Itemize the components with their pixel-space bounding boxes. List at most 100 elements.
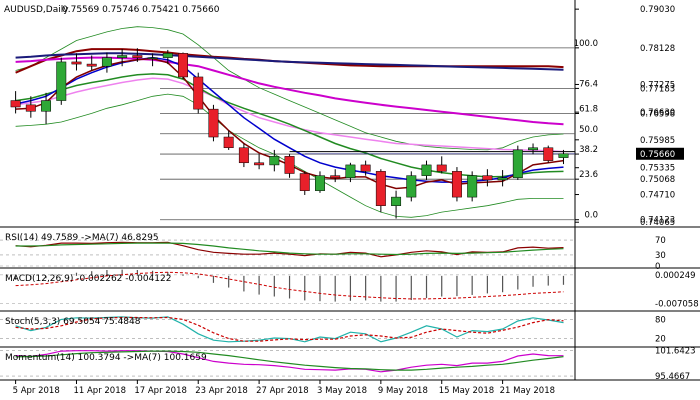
trend-lines	[289, 151, 575, 155]
candle-body	[162, 53, 173, 58]
date-label: 27 Apr 2018	[256, 386, 309, 396]
candle-body	[451, 171, 462, 198]
candle-body	[56, 61, 67, 101]
fib-label: 61.8	[579, 105, 598, 115]
indicator-axis-label: 80	[655, 315, 666, 325]
candle-body	[10, 100, 21, 108]
moving-average-line	[15, 77, 564, 153]
candlesticks	[10, 48, 569, 219]
candle-body	[482, 175, 493, 181]
macd-signal-line	[15, 271, 564, 300]
indicator-axis-label: 101.6423	[655, 346, 696, 356]
candle-body	[25, 104, 36, 112]
candle-body	[512, 149, 523, 179]
candle-body	[238, 147, 249, 164]
date-label: 9 May 2018	[378, 386, 428, 396]
price-tick-label: 0.75335	[640, 164, 675, 174]
candle-body	[208, 108, 219, 138]
fib-label: 23.6	[579, 170, 598, 180]
candle-body	[269, 156, 280, 166]
price-marker	[636, 147, 684, 160]
candle-body	[101, 57, 112, 67]
candle-body	[543, 147, 554, 161]
date-label: 17 Apr 2018	[134, 386, 187, 396]
indicator-label: Stoch(5,3,3) 69.5054 75.4848	[5, 317, 141, 327]
candle-body	[558, 153, 569, 158]
price-tick-label: 0.75068	[640, 175, 675, 185]
candle-body	[71, 61, 82, 65]
chart-title: AUDUSD,Daily	[4, 5, 69, 15]
indicator-axis-label: 70	[655, 236, 666, 246]
fib-label: 38.2	[579, 145, 598, 155]
price-tick-label: 0.79030	[640, 5, 675, 15]
candle-body	[421, 164, 432, 176]
fib-label: 50.0	[579, 125, 598, 135]
price-tick-label: 0.75985	[640, 136, 675, 146]
indicator-line	[15, 241, 564, 258]
indicator-axis-label: 0	[655, 262, 660, 272]
ohlc-readout: 0.75569 0.75746 0.75421 0.75660	[62, 5, 220, 15]
indicator-pane: 0.000249 -0.007058 MACD(12,26,9) -0.002262…	[0, 269, 699, 309]
candle-body	[193, 76, 204, 110]
indicator-axis-label: -0.007058	[655, 299, 699, 309]
candle-body	[86, 63, 97, 67]
candle-body	[497, 177, 508, 181]
indicator-pane: 70 300 RSI(14) 49.7589 ->MA(7) 46.8295	[0, 233, 666, 272]
indicator-axis-label: 20	[655, 335, 666, 345]
indicator-line	[15, 350, 564, 373]
price-tick-label: 0.74710	[640, 191, 675, 201]
date-label: 11 Apr 2018	[73, 386, 126, 396]
candle-body	[375, 171, 386, 206]
candle-body	[315, 175, 325, 191]
indicator-axis-label: 95.4667	[655, 372, 690, 382]
date-label: 21 May 2018	[500, 386, 555, 396]
indicator-axis-label: 0.000249	[655, 271, 696, 281]
candle-body	[330, 175, 341, 179]
candle-body	[345, 164, 356, 179]
indicator-line	[15, 316, 564, 342]
fib-label: 0.0	[584, 211, 598, 221]
candle-body	[178, 53, 188, 78]
candle-body	[117, 55, 128, 58]
price-tick-label: 0.77183	[640, 84, 675, 94]
indicator-line	[15, 350, 564, 371]
candle-body	[406, 175, 417, 198]
indicator-axis-label: 30	[655, 251, 666, 261]
date-axis: 5 Apr 2018 11 Apr 2018 17 Apr 2018 23 Apr 2…	[13, 380, 555, 396]
price-tick-label: 0.78128	[640, 44, 675, 54]
date-label: 5 Apr 2018	[13, 386, 60, 396]
candle-body	[467, 175, 478, 198]
bollinger-upper	[15, 26, 564, 151]
candle-body	[436, 164, 447, 172]
indicator-label: Momentum(14) 100.3794 ->MA(7) 100.1659	[5, 353, 207, 363]
date-label: 3 May 2018	[317, 386, 367, 396]
indicator-label: RSI(14) 49.7589 ->MA(7) 46.8295	[5, 233, 159, 243]
price-pane: 100.0 76.4 61.8 50.0 38.2 23.6 0.0 0.79030 0.78…	[0, 0, 700, 381]
candle-body	[299, 173, 310, 191]
candle-body	[360, 164, 371, 172]
candle-body	[147, 57, 158, 59]
indicator-pane: 101.6423 95.4667 Momentum(14) 100.3794 ->M…	[0, 346, 696, 382]
price-tick-label: 0.76598	[640, 110, 675, 120]
price-tick-label: 0.77275	[640, 80, 675, 90]
fib-label: 76.4	[579, 79, 598, 89]
candle-body	[391, 196, 402, 206]
fib-label: 100.0	[574, 39, 598, 49]
indicator-panes: 70 300 RSI(14) 49.7589 ->MA(7) 46.8295 0.00…	[0, 233, 699, 382]
candle-body	[284, 156, 295, 174]
indicator-line	[15, 242, 564, 256]
candle-body	[41, 100, 52, 112]
candle-body	[528, 147, 539, 151]
candle-body	[223, 136, 234, 149]
candle-body	[254, 162, 265, 166]
price-tick-label: 0.74123	[640, 216, 675, 226]
indicator-pane: 80 20 Stoch(5,3,3) 69.5054 75.4848	[0, 315, 666, 345]
price-tick-label: 0.74065	[640, 218, 675, 228]
price-marker-label: 0.75660	[640, 150, 675, 160]
candle-body	[132, 55, 143, 58]
price-tick-label: 0.76630	[640, 108, 675, 118]
indicator-label: MACD(12,26,9) -0.002262 -0.004122	[5, 274, 171, 284]
date-label: 23 Apr 2018	[195, 386, 248, 396]
